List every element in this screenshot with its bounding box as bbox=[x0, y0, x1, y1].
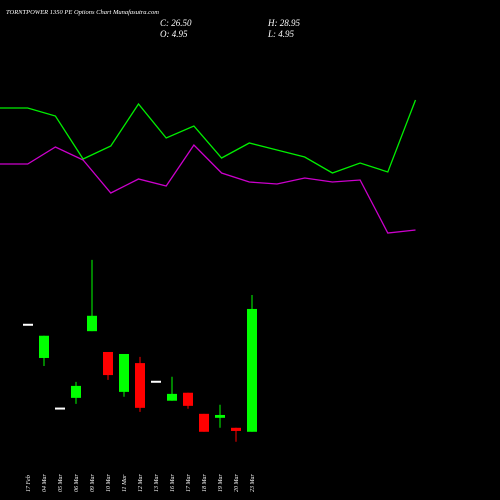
low-label: L: 4.95 bbox=[267, 29, 295, 39]
x-tick-label: 17 Feb bbox=[26, 475, 32, 492]
candle-body bbox=[119, 353, 129, 392]
x-tick-label: 11 Mar bbox=[122, 474, 128, 492]
candle-body bbox=[183, 392, 193, 406]
x-tick-label: 19 Mar bbox=[218, 474, 224, 492]
x-tick-label: 04 Mar bbox=[41, 474, 48, 492]
candle-body bbox=[39, 335, 49, 358]
candle-body bbox=[71, 385, 81, 398]
candle-body bbox=[167, 393, 177, 401]
chart-title: TORNTPOWER 1350 PE Options Chart Munafas… bbox=[6, 9, 159, 16]
candle-body bbox=[215, 414, 225, 418]
x-tick-label: 20 Mar bbox=[234, 474, 240, 492]
x-tick-label: 12 Mar bbox=[138, 474, 144, 492]
x-tick-label: 16 Mar bbox=[170, 474, 176, 492]
candle-body bbox=[135, 363, 145, 408]
candle-body bbox=[103, 351, 113, 376]
x-tick-label: 23 Mar bbox=[250, 474, 256, 492]
candle-body bbox=[199, 413, 209, 432]
candle-body bbox=[151, 380, 161, 383]
close-label: C: 26.50 bbox=[160, 18, 192, 28]
candle-body bbox=[23, 323, 33, 326]
line-series bbox=[0, 99, 417, 174]
x-tick-label: 18 Mar bbox=[202, 474, 208, 492]
candle-body bbox=[247, 308, 257, 432]
x-tick-label: 09 Mar bbox=[90, 474, 96, 492]
high-label: H: 28.95 bbox=[267, 18, 300, 28]
x-tick-label: 05 Mar bbox=[58, 474, 64, 492]
candle-body bbox=[87, 315, 97, 332]
candle-body bbox=[231, 427, 241, 431]
x-tick-label: 13 Mar bbox=[154, 474, 160, 492]
candle-body bbox=[55, 407, 65, 410]
x-tick-label: 17 Mar bbox=[186, 474, 192, 492]
x-tick-label: 10 Mar bbox=[106, 474, 112, 492]
open-label: O: 4.95 bbox=[160, 29, 188, 39]
line-series bbox=[0, 143, 416, 234]
x-tick-label: 06 Mar bbox=[74, 474, 80, 492]
